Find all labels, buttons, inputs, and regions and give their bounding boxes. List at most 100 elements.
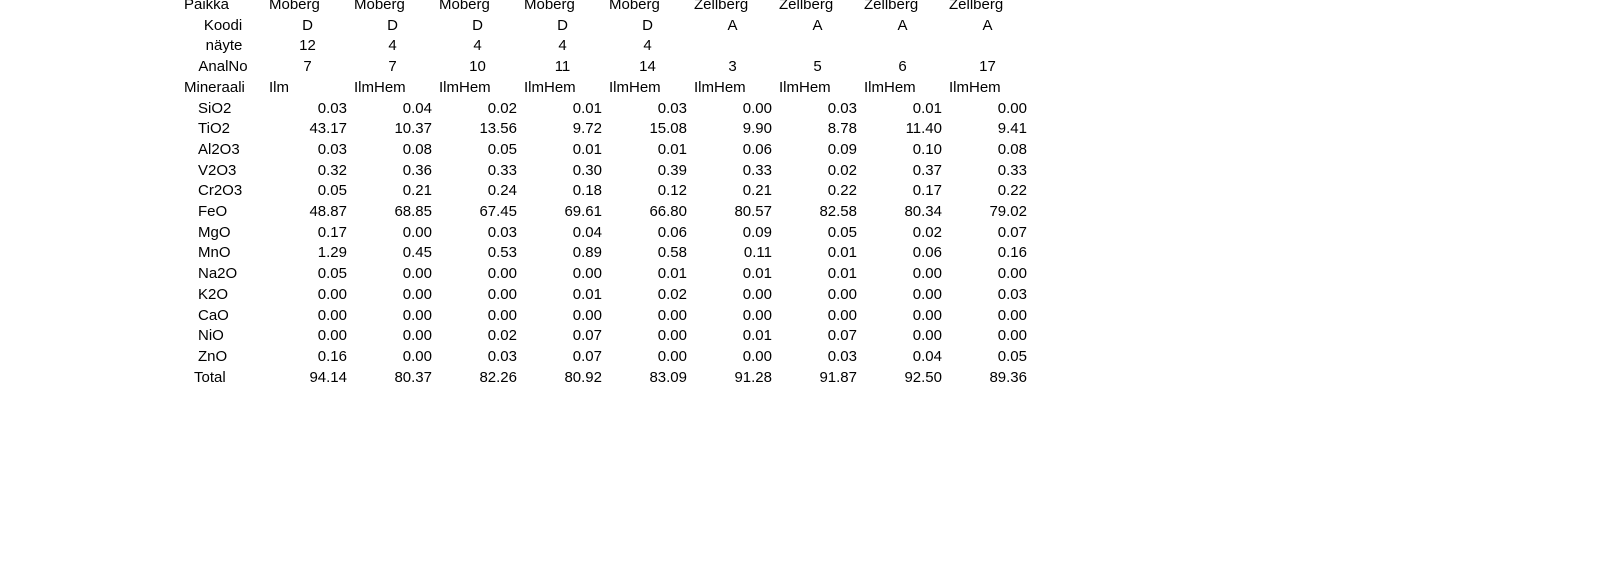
value-cell: 68.85 xyxy=(394,203,432,220)
value-cell: 0.02 xyxy=(827,161,857,179)
value-cell: 0.00 xyxy=(402,223,432,241)
value-cell: 82.26 xyxy=(479,368,517,386)
value-cell: 0.00 xyxy=(997,99,1027,117)
value-cell: 0.33 xyxy=(997,161,1027,179)
row-label-koodi: Koodi xyxy=(203,16,243,34)
oxide-row: SiO2 0.03 0.04 0.02 0.01 0.03 0.00 0.03 0.01 0.00 xyxy=(0,99,1100,119)
header-row-paikka: Paikka Moberg Moberg Moberg Moberg Moberg Zell… xyxy=(0,0,1100,15)
value-cell: 0.00 xyxy=(402,265,432,283)
oxide-row: MgO 0.17 0.00 0.03 0.04 0.06 0.09 0.05 0.02 0.07 xyxy=(0,223,1100,243)
value-cell: 80.92 xyxy=(564,368,602,386)
value-cell: 0.33 xyxy=(487,161,517,179)
oxide-label: NiO xyxy=(198,327,224,345)
row-label-analno: AnalNo xyxy=(198,58,248,76)
value-cell: 66.80 xyxy=(649,203,687,220)
value-cell: 0.89 xyxy=(572,244,602,262)
value-cell: 0.02 xyxy=(487,99,517,117)
value-cell: 0.01 xyxy=(572,99,602,117)
header-cell: IlmHem xyxy=(354,78,406,96)
header-cell: Zellberg xyxy=(949,0,1004,13)
value-cell: 0.04 xyxy=(912,347,942,365)
value-cell: 0.00 xyxy=(487,306,517,324)
value-cell: 82.58 xyxy=(819,203,857,220)
header-cell: IlmHem xyxy=(524,78,576,96)
value-cell: 0.30 xyxy=(572,161,602,179)
value-cell: 0.03 xyxy=(827,347,857,365)
value-cell: 0.17 xyxy=(912,182,942,200)
total-row: Total 94.14 80.37 82.26 80.92 83.09 91.28 91.87… xyxy=(0,368,1100,388)
header-cell: IlmHem xyxy=(439,78,491,96)
oxide-row: MnO 1.29 0.45 0.53 0.89 0.58 0.11 0.01 0.06 0.16 xyxy=(0,243,1100,263)
header-cell: D xyxy=(302,16,313,34)
header-cell: IlmHem xyxy=(949,78,1001,96)
value-cell: 0.00 xyxy=(912,306,942,324)
header-cell: Moberg xyxy=(524,0,575,13)
value-cell: 0.09 xyxy=(827,140,857,158)
header-cell: D xyxy=(642,16,653,34)
row-label-mineraali: Mineraali xyxy=(184,78,245,96)
value-cell: 0.00 xyxy=(997,327,1027,345)
header-cell: Moberg xyxy=(439,0,490,13)
value-cell: 0.05 xyxy=(997,347,1027,365)
oxide-row: K2O 0.00 0.00 0.00 0.01 0.02 0.00 0.00 0.00 0.03 xyxy=(0,285,1100,305)
value-cell: 0.07 xyxy=(997,223,1027,241)
value-cell: 0.07 xyxy=(572,327,602,345)
value-cell: 8.78 xyxy=(827,120,857,138)
value-cell: 91.87 xyxy=(819,368,857,386)
value-cell: 0.01 xyxy=(827,265,857,283)
header-cell: 5 xyxy=(813,58,822,76)
header-cell: 7 xyxy=(388,58,397,76)
value-cell: 79.02 xyxy=(989,203,1027,220)
value-cell: 0.06 xyxy=(912,244,942,262)
header-cell: A xyxy=(727,16,738,34)
value-cell: 69.61 xyxy=(564,203,602,220)
row-label-paikka: Paikka xyxy=(184,0,230,13)
header-cell: 12 xyxy=(299,37,316,55)
value-cell: 9.41 xyxy=(997,120,1027,138)
value-cell: 0.33 xyxy=(742,161,772,179)
header-cell: A xyxy=(982,16,993,34)
oxide-label: ZnO xyxy=(198,347,228,365)
value-cell: 0.00 xyxy=(487,285,517,303)
oxide-label: SiO2 xyxy=(198,99,232,117)
value-cell: 0.00 xyxy=(997,306,1027,324)
value-cell: 0.03 xyxy=(317,140,347,158)
value-cell: 0.01 xyxy=(572,285,602,303)
oxide-label: Al2O3 xyxy=(198,140,240,158)
oxide-row: Al2O3 0.03 0.08 0.05 0.01 0.01 0.06 0.09 0.10 0.0… xyxy=(0,140,1100,160)
value-cell: 0.10 xyxy=(912,140,942,158)
value-cell: 0.05 xyxy=(317,182,347,200)
header-row-mineraali: Mineraali Ilm IlmHem IlmHem IlmHem IlmHem IlmH… xyxy=(0,78,1100,98)
oxide-label: V2O3 xyxy=(198,161,237,179)
header-cell: 7 xyxy=(303,58,312,76)
header-cell: A xyxy=(812,16,823,34)
oxide-row: Na2O 0.05 0.00 0.00 0.00 0.01 0.01 0.01 0.00 0.00 xyxy=(0,264,1100,284)
value-cell: 0.00 xyxy=(657,347,687,365)
header-cell: 11 xyxy=(554,58,571,76)
value-cell: 0.01 xyxy=(742,327,772,345)
value-cell: 0.04 xyxy=(402,99,432,117)
oxide-label: MgO xyxy=(198,223,231,241)
value-cell: 0.03 xyxy=(487,347,517,365)
oxide-row: FeO 48.87 68.85 67.45 69.61 66.80 80.57 82.58 80… xyxy=(0,202,1100,222)
value-cell: 0.22 xyxy=(997,182,1027,200)
value-cell: 0.01 xyxy=(657,140,687,158)
value-cell: 0.11 xyxy=(743,244,772,262)
value-cell: 0.09 xyxy=(742,223,772,241)
value-cell: 83.09 xyxy=(649,368,687,386)
header-row-nayte: näyte 12 4 4 4 4 xyxy=(0,36,1100,56)
value-cell: 0.24 xyxy=(487,182,517,200)
value-cell: 48.87 xyxy=(309,203,347,220)
value-cell: 0.00 xyxy=(402,306,432,324)
value-cell: 0.02 xyxy=(912,223,942,241)
value-cell: 0.00 xyxy=(657,306,687,324)
header-cell: 6 xyxy=(898,58,907,76)
value-cell: 0.00 xyxy=(317,327,347,345)
value-cell: 0.01 xyxy=(572,140,602,158)
value-cell: 0.03 xyxy=(827,99,857,117)
header-cell: Zellberg xyxy=(779,0,834,13)
header-cell: Zellberg xyxy=(864,0,919,13)
header-cell: Moberg xyxy=(609,0,660,13)
value-cell: 0.00 xyxy=(827,285,857,303)
value-cell: 0.00 xyxy=(827,306,857,324)
